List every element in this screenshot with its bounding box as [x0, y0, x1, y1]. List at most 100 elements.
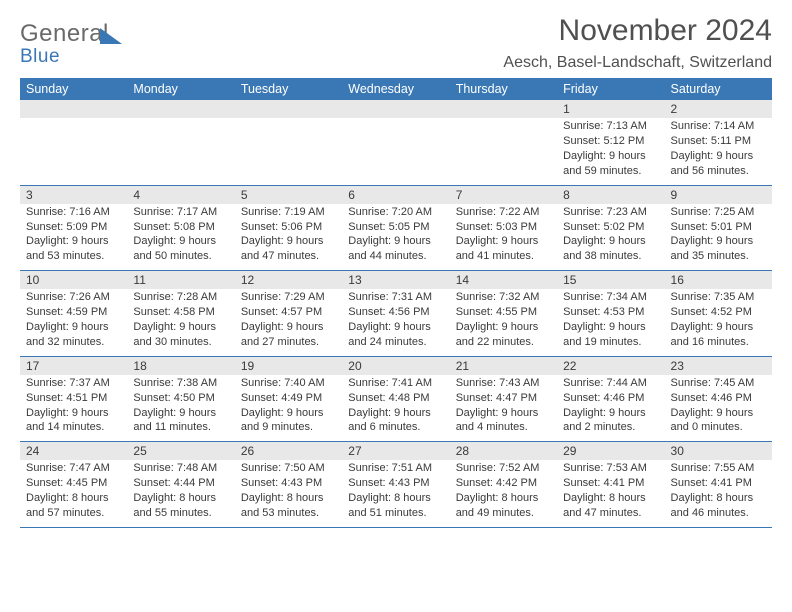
day-detail-line: Sunrise: 7:38 AM: [133, 376, 228, 391]
day-header: Sunday: [20, 78, 127, 100]
day-detail: Sunrise: 7:22 AMSunset: 5:03 PMDaylight:…: [450, 204, 557, 270]
brand-logo: General Blue: [20, 14, 109, 68]
day-detail-line: and 57 minutes.: [26, 506, 121, 521]
calendar-cell: 8Sunrise: 7:23 AMSunset: 5:02 PMDaylight…: [557, 185, 664, 271]
calendar-cell: 12Sunrise: 7:29 AMSunset: 4:57 PMDayligh…: [235, 271, 342, 357]
day-detail-line: Daylight: 8 hours: [26, 491, 121, 506]
day-detail-line: and 9 minutes.: [241, 420, 336, 435]
day-detail-line: Sunrise: 7:17 AM: [133, 205, 228, 220]
day-detail-line: Daylight: 9 hours: [671, 234, 766, 249]
day-detail-line: Sunset: 4:55 PM: [456, 305, 551, 320]
day-detail-line: Sunset: 5:01 PM: [671, 220, 766, 235]
day-detail-line: Sunset: 4:46 PM: [563, 391, 658, 406]
calendar-cell: 14Sunrise: 7:32 AMSunset: 4:55 PMDayligh…: [450, 271, 557, 357]
day-number: 4: [127, 186, 234, 204]
day-number: 29: [557, 442, 664, 460]
day-number: 13: [342, 271, 449, 289]
calendar-cell: [450, 100, 557, 185]
day-detail-line: and 53 minutes.: [26, 249, 121, 264]
calendar-body: 1Sunrise: 7:13 AMSunset: 5:12 PMDaylight…: [20, 100, 772, 527]
day-detail: Sunrise: 7:53 AMSunset: 4:41 PMDaylight:…: [557, 460, 664, 526]
day-header: Friday: [557, 78, 664, 100]
day-detail-line: Daylight: 8 hours: [456, 491, 551, 506]
day-number: 27: [342, 442, 449, 460]
day-detail-line: Daylight: 8 hours: [348, 491, 443, 506]
day-detail-line: Sunrise: 7:41 AM: [348, 376, 443, 391]
day-detail-line: Sunrise: 7:37 AM: [26, 376, 121, 391]
calendar-cell: 7Sunrise: 7:22 AMSunset: 5:03 PMDaylight…: [450, 185, 557, 271]
day-number: 26: [235, 442, 342, 460]
header: General Blue November 2024 Aesch, Basel-…: [20, 14, 772, 72]
calendar-week: 1Sunrise: 7:13 AMSunset: 5:12 PMDaylight…: [20, 100, 772, 185]
day-detail: Sunrise: 7:43 AMSunset: 4:47 PMDaylight:…: [450, 375, 557, 441]
day-detail-line: and 27 minutes.: [241, 335, 336, 350]
day-header: Monday: [127, 78, 234, 100]
calendar-cell: 22Sunrise: 7:44 AMSunset: 4:46 PMDayligh…: [557, 356, 664, 442]
day-detail-line: Sunset: 4:46 PM: [671, 391, 766, 406]
day-detail-line: Sunset: 4:44 PM: [133, 476, 228, 491]
day-detail-line: Daylight: 9 hours: [563, 149, 658, 164]
day-detail-line: Sunset: 4:48 PM: [348, 391, 443, 406]
day-detail-line: Sunset: 4:43 PM: [241, 476, 336, 491]
day-detail-line: and 51 minutes.: [348, 506, 443, 521]
day-number: 5: [235, 186, 342, 204]
day-detail-line: Sunset: 4:42 PM: [456, 476, 551, 491]
calendar-week: 17Sunrise: 7:37 AMSunset: 4:51 PMDayligh…: [20, 356, 772, 442]
day-detail-line: Daylight: 9 hours: [133, 406, 228, 421]
calendar-cell: 23Sunrise: 7:45 AMSunset: 4:46 PMDayligh…: [665, 356, 772, 442]
day-detail-line: Sunrise: 7:23 AM: [563, 205, 658, 220]
day-detail-line: Daylight: 9 hours: [671, 149, 766, 164]
calendar-cell: 19Sunrise: 7:40 AMSunset: 4:49 PMDayligh…: [235, 356, 342, 442]
day-detail-line: Sunset: 5:02 PM: [563, 220, 658, 235]
calendar-cell: 6Sunrise: 7:20 AMSunset: 5:05 PMDaylight…: [342, 185, 449, 271]
day-detail-line: Sunset: 4:41 PM: [563, 476, 658, 491]
brand-line1: General: [20, 20, 109, 48]
day-detail-line: and 50 minutes.: [133, 249, 228, 264]
day-detail-line: Sunrise: 7:34 AM: [563, 290, 658, 305]
day-number: 14: [450, 271, 557, 289]
day-detail-line: Daylight: 9 hours: [133, 234, 228, 249]
day-detail-line: Sunrise: 7:25 AM: [671, 205, 766, 220]
day-number: 11: [127, 271, 234, 289]
day-detail-line: Sunrise: 7:22 AM: [456, 205, 551, 220]
day-header: Wednesday: [342, 78, 449, 100]
day-detail-line: and 56 minutes.: [671, 164, 766, 179]
day-detail-line: Sunrise: 7:44 AM: [563, 376, 658, 391]
day-detail-line: Sunrise: 7:28 AM: [133, 290, 228, 305]
day-detail: Sunrise: 7:20 AMSunset: 5:05 PMDaylight:…: [342, 204, 449, 270]
brand-line2-text: Blue: [20, 46, 60, 67]
day-header: Tuesday: [235, 78, 342, 100]
day-detail-line: and 2 minutes.: [563, 420, 658, 435]
day-detail-line: Daylight: 9 hours: [26, 234, 121, 249]
day-detail-line: Sunrise: 7:40 AM: [241, 376, 336, 391]
calendar-cell: 10Sunrise: 7:26 AMSunset: 4:59 PMDayligh…: [20, 271, 127, 357]
day-number: 23: [665, 357, 772, 375]
day-detail-line: Daylight: 9 hours: [241, 320, 336, 335]
day-detail-line: Sunset: 5:08 PM: [133, 220, 228, 235]
day-detail: Sunrise: 7:32 AMSunset: 4:55 PMDaylight:…: [450, 289, 557, 355]
day-detail-line: Sunrise: 7:43 AM: [456, 376, 551, 391]
day-detail-line: Daylight: 9 hours: [348, 320, 443, 335]
day-detail-line: Sunset: 4:49 PM: [241, 391, 336, 406]
calendar-cell: 25Sunrise: 7:48 AMSunset: 4:44 PMDayligh…: [127, 442, 234, 528]
day-detail: Sunrise: 7:41 AMSunset: 4:48 PMDaylight:…: [342, 375, 449, 441]
day-detail-line: Daylight: 8 hours: [671, 491, 766, 506]
day-detail-line: Sunrise: 7:51 AM: [348, 461, 443, 476]
day-detail-line: Sunrise: 7:20 AM: [348, 205, 443, 220]
day-number: 8: [557, 186, 664, 204]
day-number: 17: [20, 357, 127, 375]
day-detail-line: Sunrise: 7:19 AM: [241, 205, 336, 220]
day-detail-line: Sunset: 4:57 PM: [241, 305, 336, 320]
day-detail-line: Daylight: 9 hours: [671, 320, 766, 335]
day-detail: Sunrise: 7:50 AMSunset: 4:43 PMDaylight:…: [235, 460, 342, 526]
day-number: [20, 100, 127, 118]
calendar-cell: 18Sunrise: 7:38 AMSunset: 4:50 PMDayligh…: [127, 356, 234, 442]
calendar-cell: 26Sunrise: 7:50 AMSunset: 4:43 PMDayligh…: [235, 442, 342, 528]
day-detail: Sunrise: 7:47 AMSunset: 4:45 PMDaylight:…: [20, 460, 127, 526]
day-detail-line: and 30 minutes.: [133, 335, 228, 350]
day-number: 24: [20, 442, 127, 460]
day-detail: Sunrise: 7:52 AMSunset: 4:42 PMDaylight:…: [450, 460, 557, 526]
day-header-row: SundayMondayTuesdayWednesdayThursdayFrid…: [20, 78, 772, 100]
day-detail-line: and 35 minutes.: [671, 249, 766, 264]
day-detail-line: Sunset: 5:03 PM: [456, 220, 551, 235]
